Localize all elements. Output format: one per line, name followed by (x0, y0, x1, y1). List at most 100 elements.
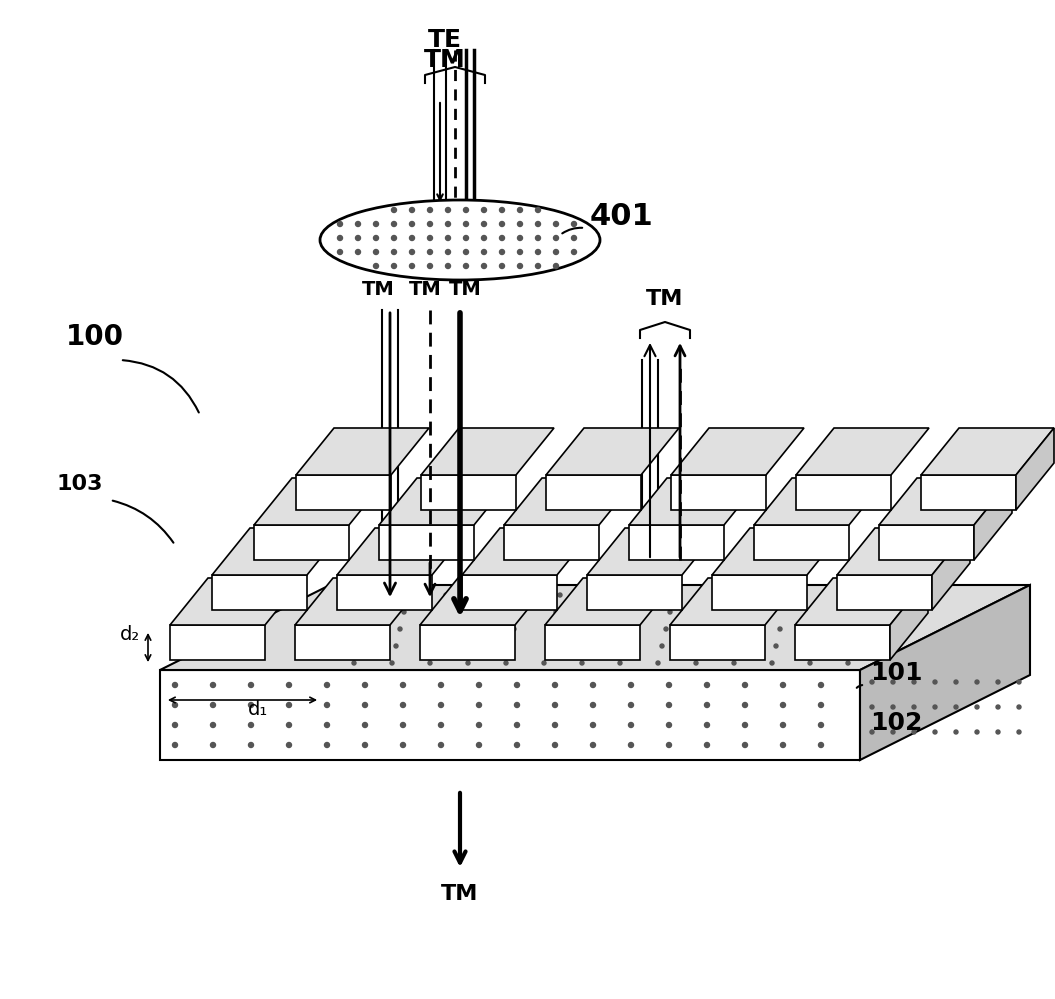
Circle shape (287, 742, 291, 747)
Circle shape (553, 742, 557, 747)
Circle shape (736, 644, 740, 648)
Circle shape (173, 742, 177, 747)
Text: TM: TM (647, 289, 684, 309)
Circle shape (287, 722, 291, 727)
Circle shape (536, 222, 540, 227)
Text: TM: TM (448, 280, 481, 299)
Circle shape (363, 722, 367, 727)
Circle shape (499, 208, 504, 213)
Circle shape (409, 208, 415, 213)
Circle shape (705, 742, 710, 747)
Circle shape (812, 644, 816, 648)
Polygon shape (921, 428, 1054, 475)
Circle shape (996, 705, 1000, 709)
Circle shape (439, 722, 443, 727)
Circle shape (996, 680, 1000, 684)
Circle shape (912, 730, 916, 734)
Circle shape (445, 250, 450, 255)
Circle shape (629, 722, 633, 727)
Circle shape (249, 702, 253, 707)
Polygon shape (504, 478, 637, 525)
Polygon shape (295, 625, 390, 660)
Polygon shape (629, 525, 724, 560)
Circle shape (391, 208, 397, 213)
Circle shape (481, 236, 486, 241)
Polygon shape (462, 528, 595, 575)
Circle shape (398, 627, 402, 631)
Circle shape (463, 208, 468, 213)
Text: TM: TM (408, 280, 441, 299)
Polygon shape (837, 575, 932, 610)
Polygon shape (795, 578, 928, 625)
Polygon shape (754, 478, 887, 525)
Circle shape (173, 682, 177, 687)
Text: 401: 401 (590, 202, 654, 231)
Circle shape (706, 610, 710, 614)
Circle shape (338, 250, 343, 255)
Polygon shape (921, 475, 1016, 510)
Circle shape (819, 682, 824, 687)
Circle shape (975, 680, 979, 684)
Circle shape (428, 661, 431, 665)
Polygon shape (546, 475, 641, 510)
Text: 103: 103 (57, 474, 103, 494)
Circle shape (427, 208, 433, 213)
Polygon shape (545, 578, 678, 625)
Circle shape (975, 730, 979, 734)
Circle shape (954, 705, 958, 709)
Circle shape (572, 222, 576, 227)
Circle shape (477, 742, 481, 747)
Circle shape (954, 680, 958, 684)
Circle shape (668, 610, 672, 614)
Polygon shape (170, 625, 265, 660)
Ellipse shape (320, 200, 600, 280)
Polygon shape (670, 578, 803, 625)
Polygon shape (797, 428, 929, 475)
Circle shape (705, 682, 710, 687)
Circle shape (554, 610, 558, 614)
Circle shape (249, 742, 253, 747)
Polygon shape (212, 575, 307, 610)
Text: 101: 101 (870, 661, 922, 685)
Circle shape (694, 661, 698, 665)
Polygon shape (504, 525, 599, 560)
Circle shape (542, 661, 546, 665)
Circle shape (401, 742, 405, 747)
Polygon shape (254, 525, 349, 560)
Circle shape (743, 742, 748, 747)
Circle shape (591, 682, 595, 687)
Circle shape (591, 722, 595, 727)
Polygon shape (337, 528, 469, 575)
Circle shape (553, 702, 557, 707)
Polygon shape (421, 428, 554, 475)
Circle shape (481, 222, 486, 227)
Polygon shape (629, 478, 762, 525)
Circle shape (870, 705, 874, 709)
Circle shape (518, 208, 522, 213)
Circle shape (401, 702, 405, 707)
Circle shape (373, 222, 379, 227)
Circle shape (808, 661, 812, 665)
FancyArrowPatch shape (436, 198, 444, 235)
Circle shape (781, 722, 786, 727)
Text: d₂: d₂ (120, 625, 140, 644)
Circle shape (705, 722, 710, 727)
Circle shape (770, 661, 774, 665)
Circle shape (629, 742, 633, 747)
Circle shape (626, 627, 630, 631)
Circle shape (427, 236, 433, 241)
Polygon shape (462, 575, 557, 610)
Text: d₁: d₁ (248, 700, 268, 719)
Circle shape (743, 722, 748, 727)
Circle shape (373, 250, 379, 255)
Circle shape (444, 593, 448, 597)
Circle shape (409, 250, 415, 255)
Polygon shape (296, 428, 429, 475)
Circle shape (870, 680, 874, 684)
Circle shape (391, 250, 397, 255)
Circle shape (933, 705, 937, 709)
Polygon shape (379, 525, 474, 560)
Circle shape (477, 722, 481, 727)
Circle shape (173, 702, 177, 707)
Polygon shape (712, 575, 807, 610)
